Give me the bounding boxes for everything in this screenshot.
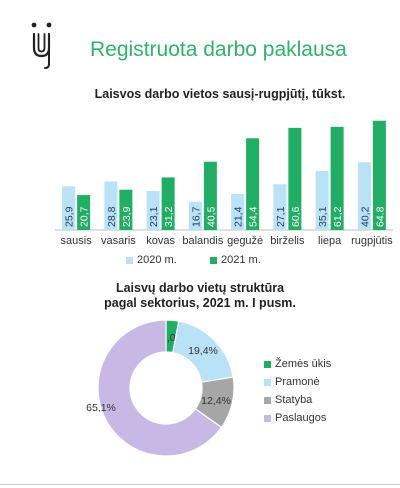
data-label-2020-birželis: 27,1 — [275, 206, 287, 227]
x-tick-label: kovas — [146, 235, 175, 247]
data-label-2020-vasaris: 28,8 — [106, 206, 118, 227]
legend-label-agri: Žemės ūkis — [275, 358, 332, 370]
data-label-2020-gegužė: 21,4 — [233, 206, 245, 227]
legend-item-2020: 2020 m. — [126, 254, 177, 266]
data-label-2020-liepa: 35,1 — [317, 206, 329, 227]
bar-2020-sausis — [62, 186, 76, 230]
legend-label-2021: 2021 m. — [221, 254, 261, 266]
legend-swatch-industry — [264, 378, 271, 386]
slice-label-construction: 12,4% — [201, 395, 231, 407]
legend-label-2020: 2020 m. — [137, 254, 177, 266]
legend-swatch-agri — [264, 360, 271, 368]
bar-2021-vasaris — [119, 189, 133, 230]
bar-2020-gegužė — [231, 193, 245, 230]
bar-2020-rugpjūtis — [357, 162, 371, 230]
legend-swatch-services — [264, 414, 271, 422]
bar-2021-kovas — [161, 177, 175, 230]
slice-label-services: 65,1% — [86, 402, 116, 414]
data-label-2020-sausis: 25,9 — [64, 206, 76, 227]
bar-2020-liepa — [315, 170, 329, 230]
bar-2021-birželis — [288, 127, 302, 230]
legend-item-2021: 2021 m. — [210, 254, 261, 266]
legend-label-services: Paslaugos — [275, 412, 327, 424]
bar-chart-title: Laisvos darbo vietos sausį-rugpjūtį, tūk… — [94, 87, 346, 101]
donut-title-line-2: pagal sektorius, 2021 m. I pusm. — [104, 296, 296, 310]
donut-chart-title: Laisvų darbo vietų struktūra pagal sekto… — [0, 281, 400, 311]
bar-2021-rugpjūtis — [372, 120, 386, 230]
bar-2020-balandis — [188, 201, 202, 230]
bar-2020-kovas — [146, 191, 160, 230]
person-magnet-logo-icon — [27, 20, 59, 75]
bar-2021-gegužė — [246, 138, 260, 230]
data-label-2021-liepa: 61,2 — [332, 206, 344, 227]
data-label-2020-kovas: 23,1 — [148, 206, 160, 227]
data-label-2021-rugpjūtis: 64.8 — [374, 206, 386, 227]
bar-2021-balandis — [203, 161, 217, 230]
legend-item-agri: Žemės ūkis — [264, 358, 331, 370]
bar-2020-birželis — [273, 184, 287, 230]
bottom-divider — [0, 484, 400, 485]
legend-swatch-construction — [264, 396, 271, 404]
legend-swatch-2020 — [126, 256, 133, 264]
legend-label-industry: Pramonė — [275, 376, 320, 388]
x-tick-label: balandis — [182, 235, 223, 247]
legend-item-industry: Pramonė — [264, 376, 320, 388]
x-tick-label: vasaris — [101, 235, 136, 247]
legend-item-services: Paslaugos — [264, 412, 326, 424]
data-label-2021-birželis: 60,6 — [290, 206, 302, 227]
donut-title-line-1: Laisvų darbo vietų struktūra — [115, 281, 285, 295]
legend-label-construction: Statyba — [275, 394, 313, 406]
x-tick-label: rugpjūtis — [351, 235, 393, 247]
x-tick-label: gegužė — [227, 235, 263, 247]
bar-2021-sausis — [77, 195, 91, 230]
data-label-2020-rugpjūtis: 40,2 — [359, 206, 371, 227]
data-label-2021-gegužė: 54,4 — [248, 206, 260, 227]
slice-label-industry: 19,4% — [188, 345, 218, 357]
bar-2020-vasaris — [104, 181, 118, 230]
data-label-2021-kovas: 31,2 — [163, 206, 175, 227]
x-tick-label: liepa — [318, 235, 342, 247]
page-title: Registruota darbo paklausa — [90, 38, 347, 61]
bar-2021-liepa — [330, 126, 344, 230]
data-label-2021-vasaris: 23,9 — [121, 206, 133, 227]
legend-item-construction: Statyba — [264, 394, 312, 406]
data-label-2021-balandis: 40,5 — [205, 206, 217, 227]
bar-chart: 25,9 20,7 sausis 28,8 23,9 vasaris 23,1 31,2 kov… — [55, 120, 393, 247]
data-label-2020-balandis: 16,7 — [190, 206, 202, 227]
data-label-2021-sausis: 20,7 — [79, 206, 91, 227]
x-tick-label: sausis — [61, 235, 93, 247]
donut-slice-services — [97, 319, 223, 457]
x-tick-label: birželis — [270, 235, 305, 247]
legend-swatch-2021 — [210, 256, 217, 264]
